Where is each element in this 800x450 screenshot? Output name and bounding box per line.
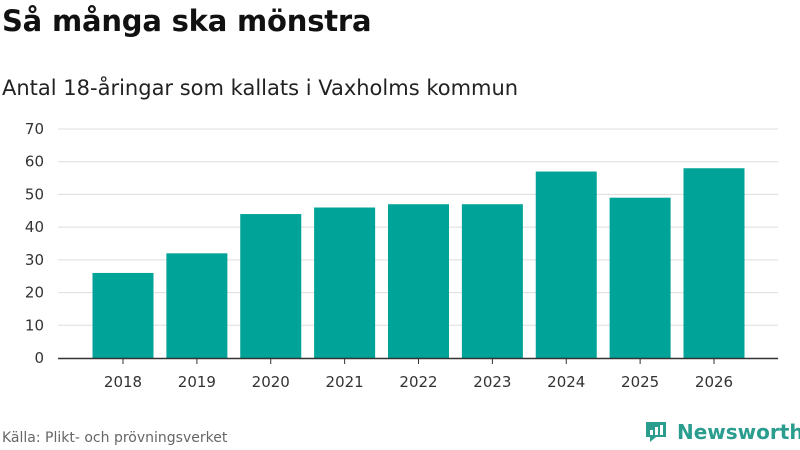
y-tick-label: 50 <box>25 185 44 203</box>
bar <box>535 171 597 358</box>
x-tick-label: 2020 <box>252 373 290 391</box>
bar <box>166 253 228 358</box>
bar <box>461 204 523 358</box>
chart-title: Så många ska mönstra <box>2 4 372 38</box>
x-tick-label: 2019 <box>178 373 216 391</box>
x-tick-label: 2025 <box>621 373 659 391</box>
bar <box>240 214 302 358</box>
x-tick-label: 2023 <box>473 373 511 391</box>
newsworthy-logo-icon <box>646 422 666 442</box>
x-tick-label: 2024 <box>547 373 585 391</box>
brand-logo: Newsworthy <box>643 419 800 445</box>
bar <box>92 272 154 358</box>
y-tick-label: 20 <box>25 284 44 302</box>
x-tick-label: 2022 <box>399 373 437 391</box>
y-tick-label: 0 <box>34 349 44 367</box>
y-tick-label: 10 <box>25 316 44 334</box>
x-tick-label: 2018 <box>104 373 142 391</box>
y-tick-label: 30 <box>25 251 44 269</box>
bar <box>683 168 745 358</box>
source-note: Källa: Plikt- och prövningsverket <box>2 430 228 446</box>
y-tick-label: 70 <box>25 120 44 138</box>
y-tick-label: 40 <box>25 218 44 236</box>
x-tick-label: 2021 <box>326 373 364 391</box>
bar <box>388 204 449 358</box>
brand-name: Newsworthy <box>677 420 800 444</box>
y-tick-label: 60 <box>25 153 44 171</box>
chart-subtitle: Antal 18-åringar som kallats i Vaxholms … <box>2 76 519 100</box>
bar <box>314 207 376 358</box>
bar <box>609 197 671 358</box>
x-tick-label: 2026 <box>695 373 733 391</box>
